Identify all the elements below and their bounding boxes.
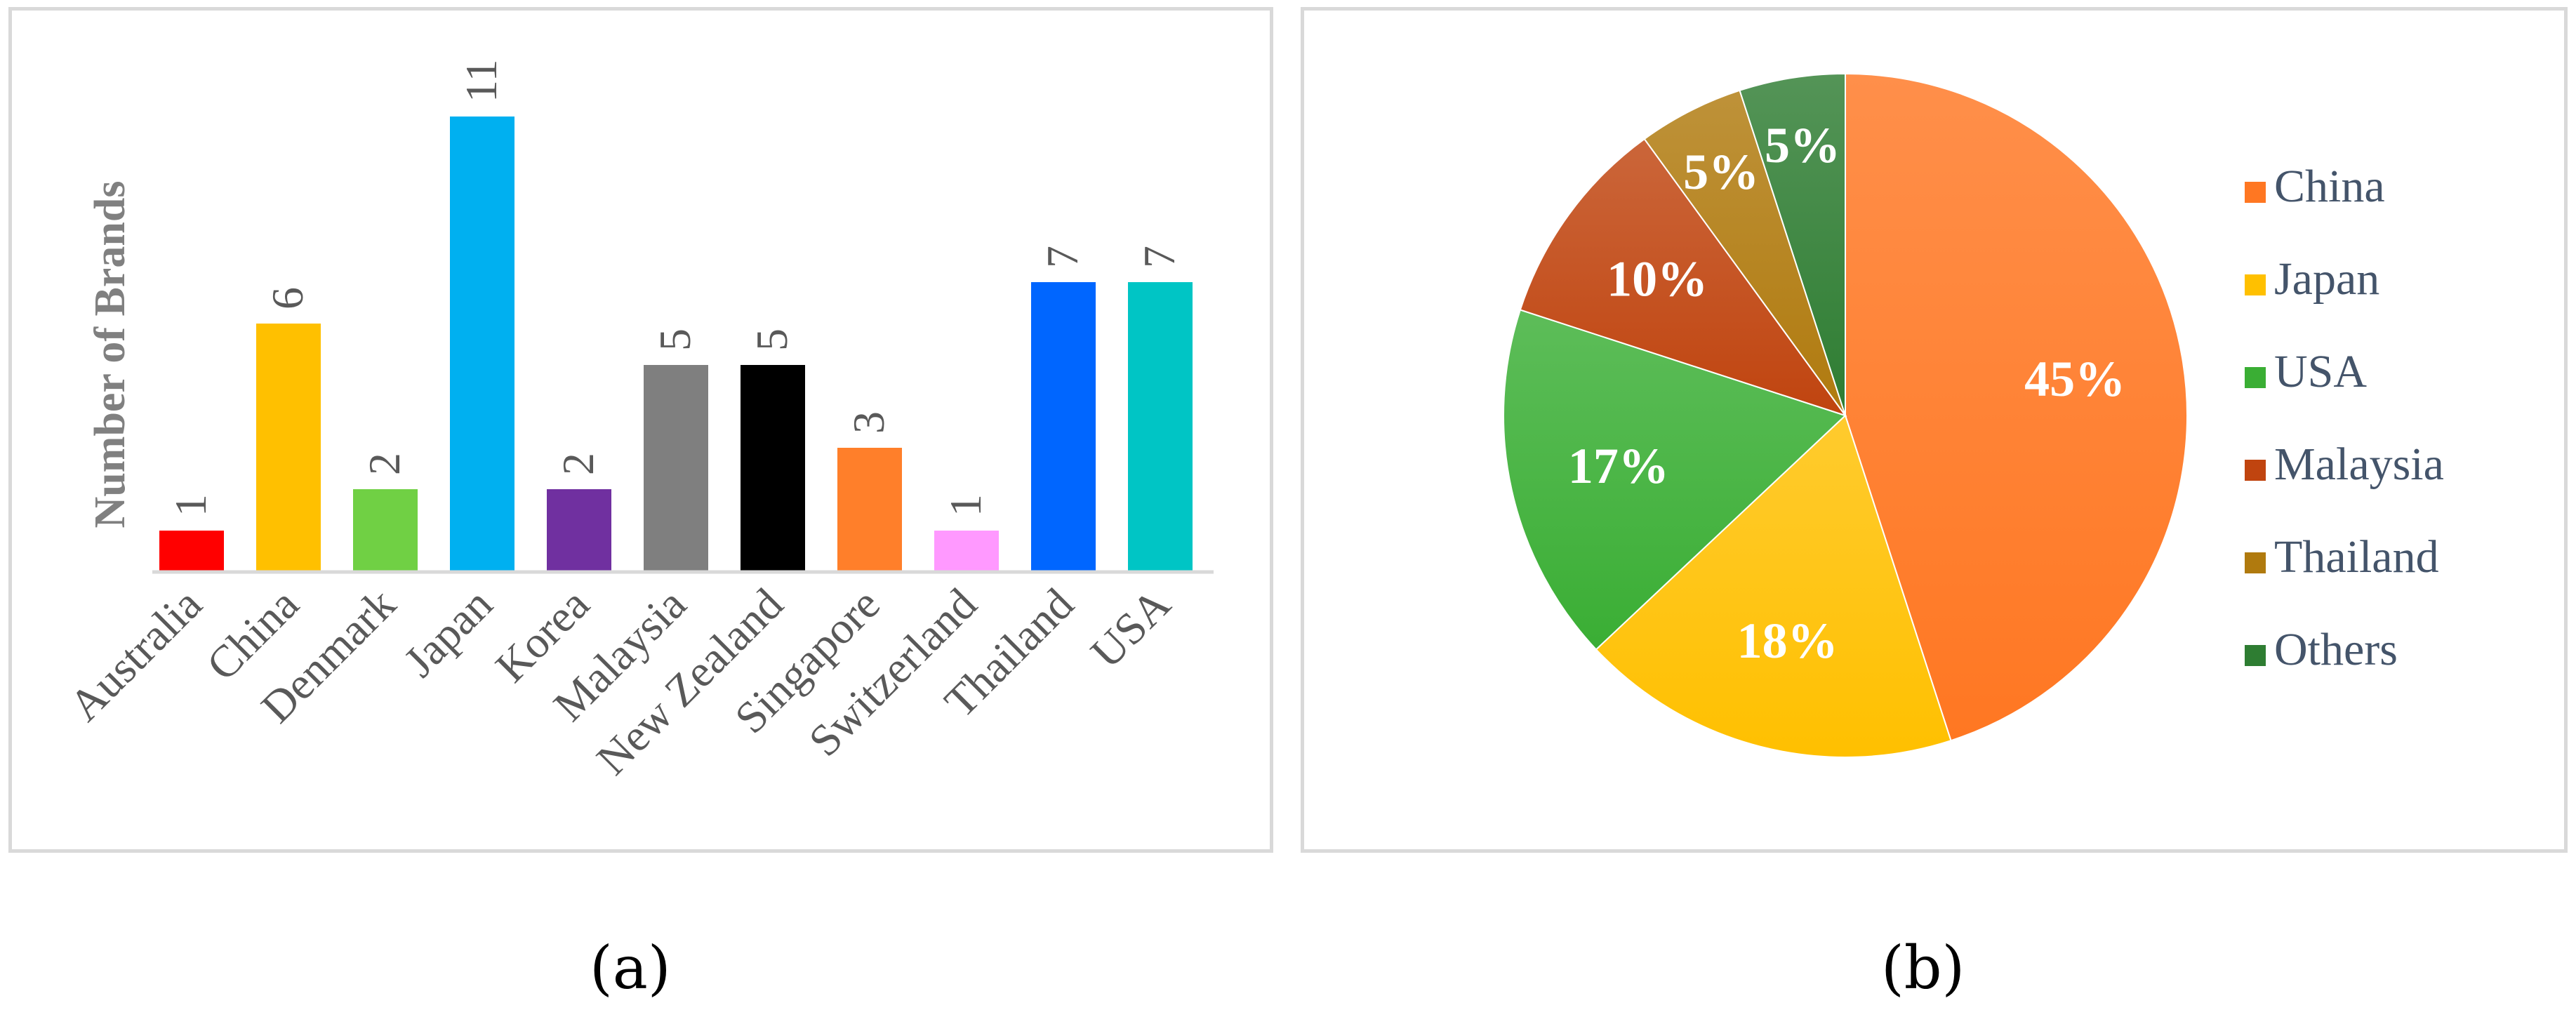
data-label: 1: [941, 494, 990, 517]
pie-data-label: 18%: [1737, 613, 1838, 669]
data-label: 2: [553, 453, 603, 475]
bar-japan: [450, 117, 514, 572]
pie-data-label: 5%: [1683, 144, 1759, 200]
bar-chart: Number of Brands 1Australia6China2Denmark…: [60, 59, 1214, 784]
legend-swatch-china: [2245, 182, 2266, 203]
legend-swatch-others: [2245, 645, 2266, 666]
bar-new-zealand: [741, 365, 805, 572]
legend-label-others: Others: [2274, 624, 2398, 675]
pie-slice-malaysia: [1519, 138, 1847, 417]
category-label: Australia: [60, 579, 211, 731]
bar-china: [256, 324, 321, 572]
pie-chart: 45% 18% 17% 10% 5% 5% China Japan USA Malaysia Tha…: [1503, 72, 2444, 758]
pie-slice-japan: [1595, 414, 1952, 758]
pie-data-label: 45%: [2024, 351, 2125, 407]
pie-data-label: 5%: [1765, 117, 1840, 173]
bar-australia: [159, 531, 224, 572]
bar-singapore: [837, 448, 902, 572]
legend-label-thailand: Thailand: [2274, 531, 2439, 583]
legend-swatch-japan: [2245, 274, 2266, 295]
category-label: USA: [1081, 579, 1180, 678]
caption-a: (a): [590, 933, 671, 1002]
data-label: 2: [359, 453, 409, 475]
pie-slice-usa: [1503, 309, 1847, 651]
y-axis-title: Number of Brands: [86, 181, 134, 528]
data-label: 3: [844, 411, 894, 434]
bar-chart-panel: Number of Brands 1 Australia 6 China 2 Denmark…: [8, 7, 1273, 853]
legend-label-malaysia: Malaysia: [2274, 439, 2444, 490]
data-label: 5: [650, 328, 700, 351]
bar-denmark: [353, 489, 418, 572]
pie-chart-panel: 45% 18% 17% 10% 5% 5% China Japan USA Malaysia Tha…: [1301, 7, 2568, 853]
bar-usa: [1128, 282, 1193, 572]
data-label: 6: [263, 287, 312, 310]
caption-b: (b): [1881, 933, 1965, 1002]
data-label: 7: [1037, 246, 1087, 268]
pie-slice-others: [1739, 72, 1846, 416]
legend-label-japan: Japan: [2274, 253, 2379, 305]
bar-korea: [547, 489, 611, 572]
data-label: 1: [166, 494, 215, 517]
legend-swatch-thailand: [2245, 552, 2266, 573]
bar-thailand: [1031, 282, 1096, 572]
pie-data-label: 17%: [1568, 438, 1669, 494]
pie-slice-china: [1845, 72, 2188, 742]
legend-swatch-usa: [2245, 367, 2266, 388]
legend-label-china: China: [2274, 161, 2385, 212]
legend-swatch-malaysia: [2245, 460, 2266, 481]
bar-malaysia: [644, 365, 708, 572]
data-label: 5: [747, 328, 797, 351]
data-label: 11: [456, 59, 506, 102]
data-label: 7: [1134, 246, 1184, 268]
pie-slice-thailand: [1643, 89, 1846, 416]
bar-switzerland: [934, 531, 999, 572]
category-label: Japan: [394, 579, 502, 686]
pie-data-label: 10%: [1607, 251, 1708, 307]
legend-label-usa: USA: [2274, 346, 2367, 397]
